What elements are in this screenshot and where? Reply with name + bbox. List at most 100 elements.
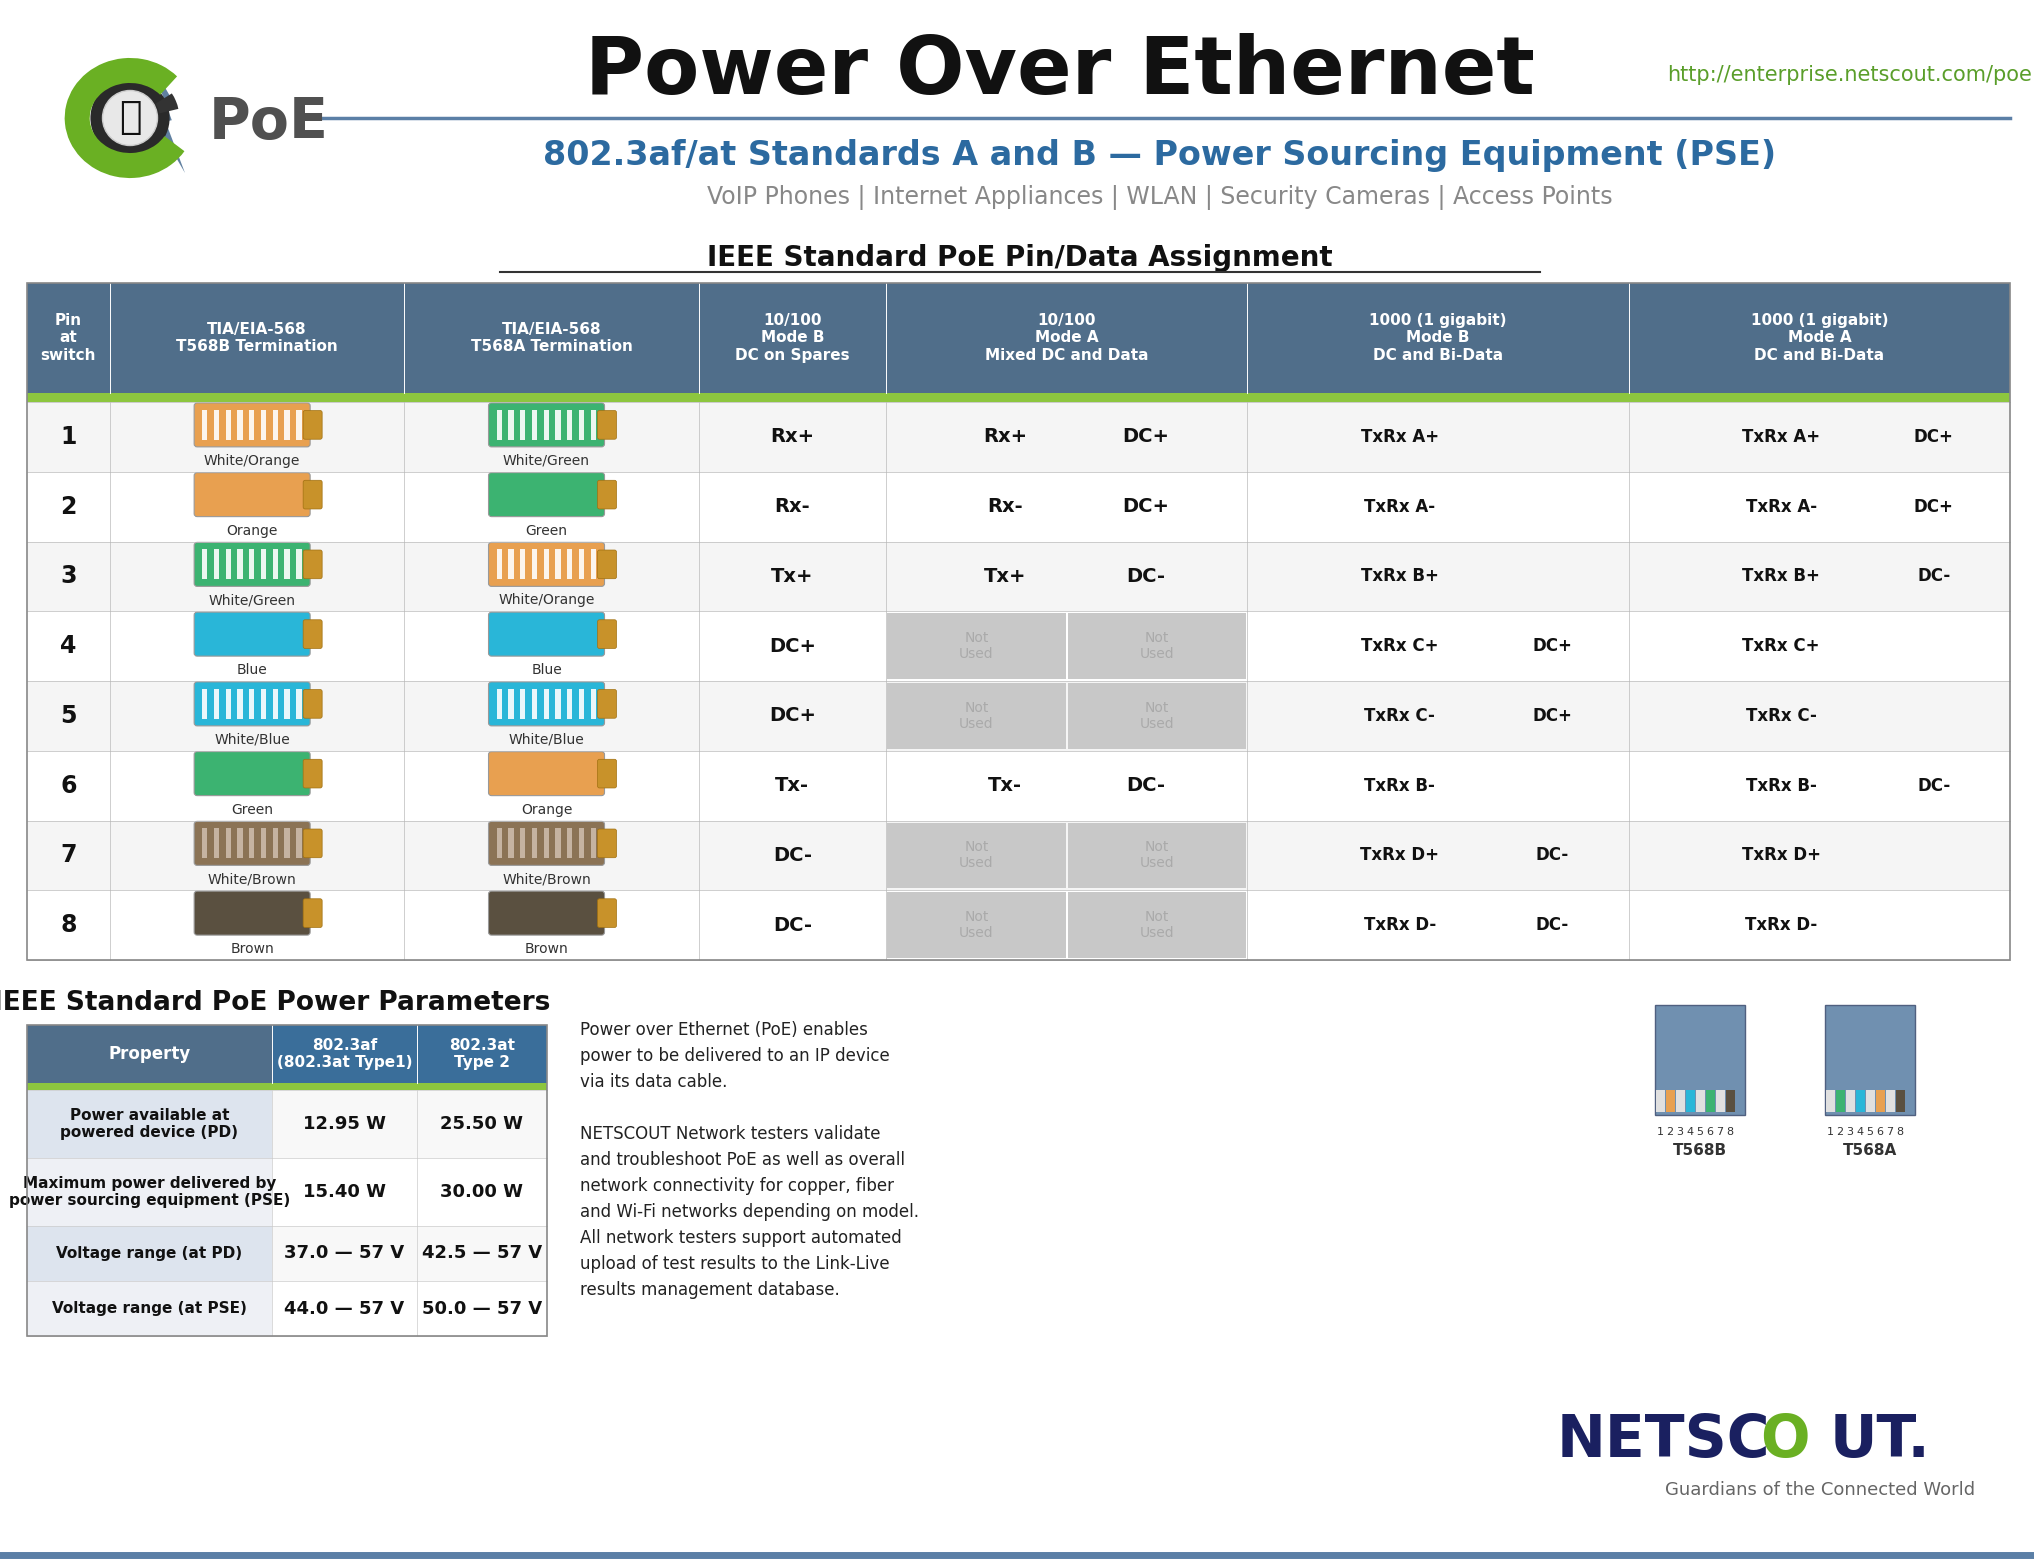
Text: TxRx A-: TxRx A-: [1365, 498, 1436, 516]
Text: DC-: DC-: [1918, 568, 1951, 585]
Text: 5: 5: [1867, 1126, 1873, 1137]
FancyBboxPatch shape: [598, 480, 616, 509]
Text: IEEE Standard PoE Power Parameters: IEEE Standard PoE Power Parameters: [0, 991, 551, 1016]
Text: TxRx D+: TxRx D+: [1741, 847, 1820, 864]
Text: and troubleshoot PoE as well as overall: and troubleshoot PoE as well as overall: [580, 1151, 905, 1168]
Bar: [226, 690, 232, 719]
Text: White/Orange: White/Orange: [203, 454, 301, 468]
Text: DC-: DC-: [1536, 916, 1568, 934]
Text: TIA/EIA-568
T568A Termination: TIA/EIA-568 T568A Termination: [470, 321, 633, 354]
Bar: [285, 690, 289, 719]
Bar: [521, 828, 525, 858]
Bar: [555, 410, 561, 440]
Text: Property: Property: [108, 1045, 191, 1062]
Text: UT.: UT.: [1831, 1412, 1930, 1468]
Bar: [273, 1226, 417, 1281]
FancyBboxPatch shape: [303, 899, 321, 928]
Text: TxRx C-: TxRx C-: [1365, 707, 1436, 725]
Text: 30.00 W: 30.00 W: [441, 1182, 523, 1201]
Bar: [590, 828, 596, 858]
Text: TxRx B+: TxRx B+: [1743, 568, 1820, 585]
Bar: [201, 549, 207, 579]
Bar: [273, 690, 279, 719]
Bar: [250, 410, 254, 440]
Text: 10/100
Mode A
Mixed DC and Data: 10/100 Mode A Mixed DC and Data: [984, 314, 1149, 363]
Bar: [273, 1090, 417, 1158]
Bar: [508, 690, 513, 719]
Text: White/Blue: White/Blue: [214, 733, 291, 747]
Bar: [567, 690, 572, 719]
Bar: [531, 410, 537, 440]
Bar: [260, 549, 266, 579]
Text: network connectivity for copper, fiber: network connectivity for copper, fiber: [580, 1176, 895, 1195]
Text: Orange: Orange: [226, 524, 279, 538]
Bar: [214, 828, 220, 858]
Text: DC+: DC+: [769, 707, 816, 725]
Bar: [417, 1158, 547, 1226]
Bar: [260, 410, 266, 440]
Bar: [531, 690, 537, 719]
Bar: [555, 549, 561, 579]
Bar: [1865, 1090, 1875, 1112]
FancyBboxPatch shape: [303, 551, 321, 579]
Text: DC+: DC+: [769, 636, 816, 655]
Text: 4: 4: [61, 633, 77, 658]
Text: http://enterprise.netscout.com/poe: http://enterprise.netscout.com/poe: [1668, 66, 2032, 84]
Text: 7: 7: [1717, 1126, 1723, 1137]
Bar: [273, 1158, 417, 1226]
Bar: [226, 828, 232, 858]
Bar: [417, 1090, 547, 1158]
Bar: [521, 690, 525, 719]
Bar: [543, 690, 549, 719]
Bar: [238, 410, 242, 440]
Text: Not
Used: Not Used: [1139, 841, 1174, 870]
Bar: [201, 828, 207, 858]
Text: Green: Green: [232, 803, 273, 816]
Bar: [26, 821, 2010, 891]
Bar: [887, 683, 1066, 749]
Text: White/Green: White/Green: [210, 593, 295, 607]
Bar: [26, 402, 2010, 471]
Bar: [521, 410, 525, 440]
Bar: [214, 690, 220, 719]
Text: Not
Used: Not Used: [1139, 700, 1174, 732]
FancyBboxPatch shape: [303, 690, 321, 718]
FancyBboxPatch shape: [598, 619, 616, 649]
Text: DC-: DC-: [1918, 777, 1951, 794]
Bar: [1676, 1090, 1684, 1112]
Bar: [567, 410, 572, 440]
Text: TxRx D+: TxRx D+: [1361, 847, 1440, 864]
FancyBboxPatch shape: [303, 619, 321, 649]
Bar: [580, 690, 584, 719]
Bar: [1068, 683, 1247, 749]
Text: TxRx A+: TxRx A+: [1743, 427, 1820, 446]
Bar: [567, 549, 572, 579]
Text: All network testers support automated: All network testers support automated: [580, 1229, 901, 1246]
Text: Brown: Brown: [525, 942, 567, 956]
Text: 42.5 — 57 V: 42.5 — 57 V: [421, 1245, 543, 1262]
Text: TxRx A-: TxRx A-: [1745, 498, 1816, 516]
Bar: [285, 410, 289, 440]
Text: Tx-: Tx-: [989, 777, 1023, 796]
Bar: [1656, 1005, 1745, 1115]
Text: Voltage range (at PD): Voltage range (at PD): [57, 1246, 242, 1260]
Text: 50.0 — 57 V: 50.0 — 57 V: [421, 1299, 543, 1318]
Text: 7: 7: [1886, 1126, 1894, 1137]
Text: results management database.: results management database.: [580, 1281, 840, 1299]
FancyBboxPatch shape: [598, 551, 616, 579]
Text: 802.3af/at Standards A and B — Power Sourcing Equipment (PSE): 802.3af/at Standards A and B — Power Sou…: [543, 139, 1776, 172]
Bar: [26, 1090, 273, 1158]
Bar: [1696, 1090, 1704, 1112]
Text: 8: 8: [1727, 1126, 1733, 1137]
Text: 8: 8: [61, 913, 77, 938]
Bar: [531, 549, 537, 579]
Bar: [1886, 1090, 1894, 1112]
Text: 1: 1: [61, 424, 77, 449]
Text: Pin
at
switch: Pin at switch: [41, 314, 96, 363]
Bar: [543, 410, 549, 440]
Text: Power available at
powered device (PD): Power available at powered device (PD): [61, 1108, 238, 1140]
Bar: [260, 828, 266, 858]
Text: Not
Used: Not Used: [960, 632, 995, 661]
Bar: [508, 549, 513, 579]
Text: Maximum power delivered by
power sourcing equipment (PSE): Maximum power delivered by power sourcin…: [8, 1176, 291, 1207]
